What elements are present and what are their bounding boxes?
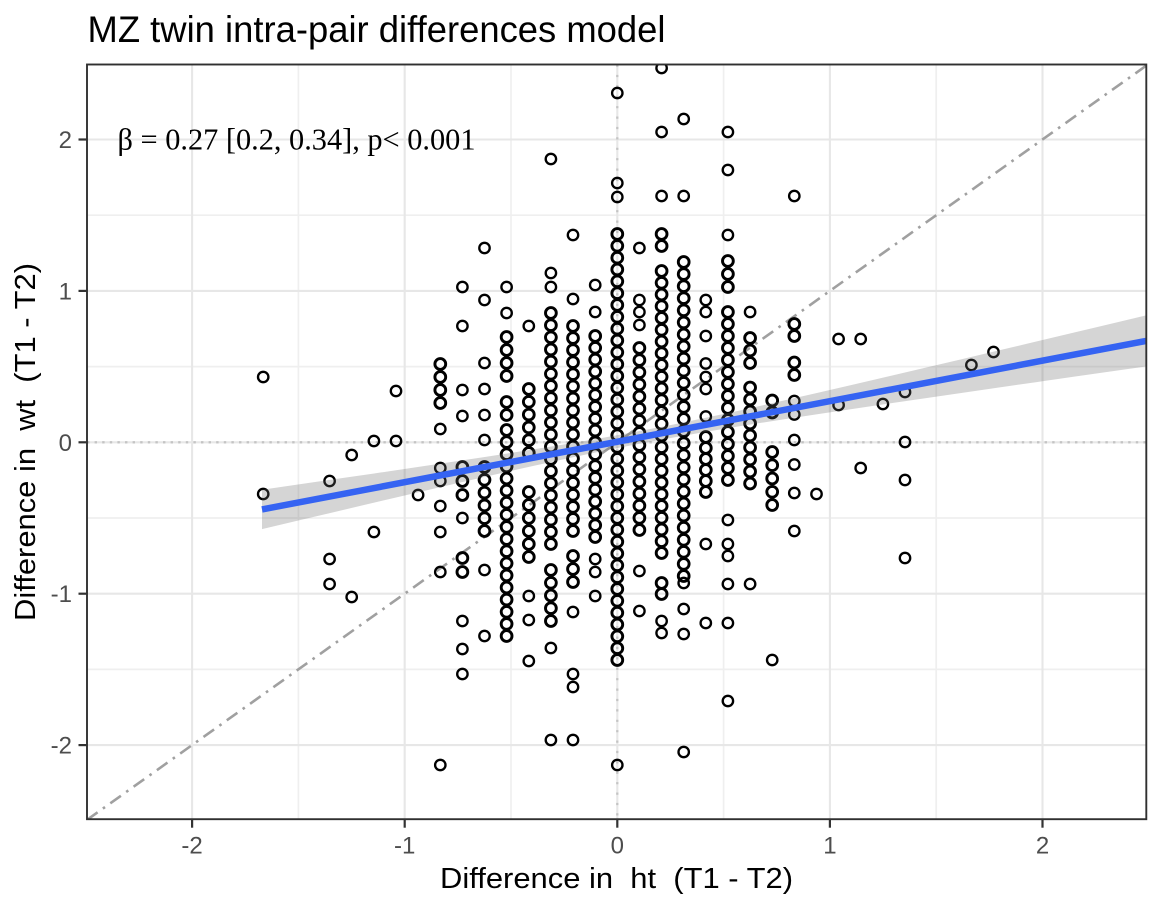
svg-text:-1: -1 [51,581,72,608]
svg-text:Difference in ht (T1 - T2): Difference in ht (T1 - T2) [440,863,793,895]
svg-text:1: 1 [823,833,836,860]
svg-text:1: 1 [59,278,72,305]
svg-text:0: 0 [59,430,72,457]
svg-text:Difference in wt (T1 - T2): Difference in wt (T1 - T2) [10,263,42,621]
svg-text:β = 0.27 [0.2, 0.34], p< 0.001: β = 0.27 [0.2, 0.34], p< 0.001 [118,122,476,157]
svg-text:MZ twin intra-pair differences: MZ twin intra-pair differences model [88,9,666,50]
svg-text:0: 0 [611,833,624,860]
svg-text:2: 2 [1036,833,1049,860]
svg-text:-1: -1 [394,833,415,860]
svg-text:-2: -2 [181,833,202,860]
svg-text:-2: -2 [51,733,72,760]
svg-text:2: 2 [59,127,72,154]
